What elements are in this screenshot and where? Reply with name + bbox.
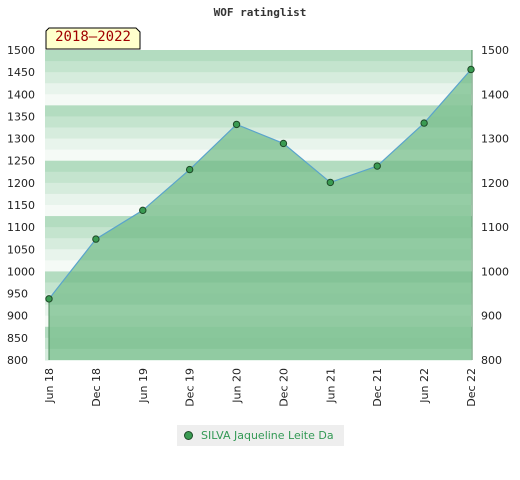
data-point [279,139,288,148]
background-band [45,72,472,84]
background-band [45,50,472,62]
x-tick-label: Dec 19 [184,368,197,407]
area-band [49,182,471,194]
area-band [49,160,471,172]
y-left-tick-label: 1450 [7,66,35,79]
x-tick-label: Dec 21 [371,368,384,407]
area-band [49,293,471,305]
x-tick-label: Jun 18 [43,368,56,404]
background-band [45,94,472,106]
series-line [48,69,472,300]
y-right-tick-label: 800 [481,354,502,367]
area-band [49,249,471,261]
y-left-tick-label: 850 [7,332,28,345]
y-left-tick-label: 950 [7,288,28,301]
data-point [45,295,53,303]
background-band [45,61,472,73]
x-tick-label: Dec 18 [90,368,103,407]
background-band [45,116,472,128]
data-point [326,178,335,187]
x-tick-label: Jun 21 [324,368,337,404]
y-right-tick-label: 1100 [481,221,509,234]
y-left-tick-label: 1050 [7,243,35,256]
legend: SILVA Jaqueline Leite Da [177,425,344,446]
y-left-tick-label: 800 [7,354,28,367]
y-right-tick-label: 1200 [481,177,509,190]
legend-marker [184,431,193,440]
y-left-tick-label: 1500 [7,44,35,57]
x-tick-label: Dec 20 [277,368,290,407]
data-point [420,119,428,127]
y-left-tick-label: 1150 [7,199,35,212]
background-band [45,83,472,95]
data-point [467,65,475,74]
x-tick-label: Jun 20 [231,368,244,404]
x-tick-label: Dec 22 [465,368,478,407]
y-right-tick-label: 1500 [481,44,509,57]
background-band [45,105,472,117]
legend-label: SILVA Jaqueline Leite Da [201,429,334,442]
area-band [49,205,471,217]
y-left-tick-label: 1100 [7,221,35,234]
y-right-tick-label: 1400 [481,88,509,101]
x-tick-label: Jun 19 [137,368,150,404]
series-area [49,69,471,360]
y-right-tick-label: 1000 [481,265,509,278]
area-band [49,227,471,239]
area-band [49,271,471,283]
data-point [139,206,147,215]
area-band [49,337,471,349]
x-tick-label: Jun 22 [418,368,431,404]
y-left-tick-label: 1000 [7,265,35,278]
y-left-tick-label: 1250 [7,155,35,168]
period-label: 2018–2022 [55,29,131,45]
y-left-tick-label: 900 [7,310,28,323]
period-label-box [45,27,141,50]
area-band [49,138,471,150]
y-right-tick-label: 900 [481,310,502,323]
chart-title: WOF ratinglist [213,6,307,19]
data-point [92,235,100,243]
y-right-tick-label: 1300 [481,133,509,146]
y-left-tick-label: 1200 [7,177,35,190]
data-point [185,165,194,174]
data-point [232,120,241,129]
y-left-tick-label: 1350 [7,110,35,123]
y-left-tick-label: 1300 [7,133,35,146]
area-band [49,315,471,327]
data-point [373,162,381,170]
y-left-tick-label: 1400 [7,88,35,101]
